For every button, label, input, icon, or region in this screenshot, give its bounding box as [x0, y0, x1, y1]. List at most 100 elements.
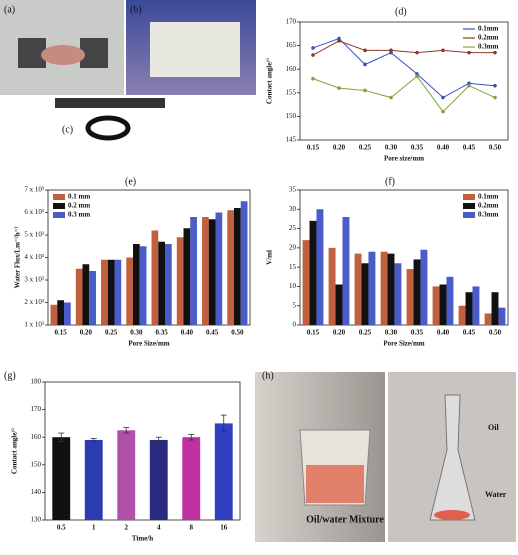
- bar: [227, 210, 235, 325]
- y-tick-label: 35: [289, 186, 297, 194]
- y-tick-label: 5: [293, 301, 297, 309]
- marker: [389, 48, 393, 53]
- magnet: [18, 38, 46, 68]
- bar: [149, 439, 168, 520]
- bar: [465, 292, 473, 325]
- x-tick-label: 0.25: [359, 329, 372, 337]
- bar: [387, 253, 395, 325]
- photo-text: Oil/water Mixture: [306, 514, 384, 525]
- y-tick-label: 30: [289, 205, 297, 213]
- y-tick-label: 170: [286, 18, 297, 26]
- plot-frame: [299, 21, 509, 141]
- sample: [150, 22, 240, 77]
- bar: [472, 286, 480, 325]
- line: [312, 75, 496, 113]
- x-tick-label: 0.50: [489, 329, 502, 337]
- bar: [208, 219, 216, 325]
- bar: [420, 249, 428, 325]
- y-tick-label: 160: [286, 65, 297, 73]
- marker: [415, 74, 419, 79]
- bar: [439, 284, 447, 325]
- bar: [491, 292, 499, 325]
- legend-label: 0.1mm: [478, 25, 499, 33]
- x-tick-label: 0.30: [130, 329, 143, 337]
- droplet: [85, 115, 131, 141]
- y-tick-label: 2 x 10³: [24, 298, 44, 306]
- bar: [101, 259, 108, 325]
- bar: [406, 269, 414, 325]
- bar: [380, 251, 388, 325]
- marker: [363, 48, 367, 53]
- legend-swatch: [53, 212, 65, 218]
- legend-swatch: [463, 212, 475, 218]
- bar: [302, 240, 310, 325]
- x-tick-label: 16: [220, 524, 228, 532]
- x-tick-label: 0.15: [307, 329, 320, 337]
- bar: [240, 201, 248, 325]
- bar: [89, 271, 96, 325]
- legend-swatch: [463, 203, 475, 209]
- droplet: [41, 45, 85, 65]
- bar: [394, 263, 402, 325]
- y-tick-label: 155: [286, 88, 297, 96]
- x-tick-label: 2: [125, 524, 129, 532]
- panel-label: (g): [4, 370, 16, 381]
- y-axis-label: Water Flux/Lm⁻²h⁻¹: [14, 227, 22, 289]
- x-tick-label: 0.40: [437, 144, 450, 152]
- legend-swatch: [53, 194, 65, 200]
- bar: [52, 437, 71, 520]
- bar: [183, 228, 191, 325]
- x-tick-label: 0.15: [55, 329, 68, 337]
- y-axis-label: Contact angle/°: [11, 428, 19, 474]
- x-tick-label: 0.35: [411, 329, 424, 337]
- y-tick-label: 7 x 10³: [24, 186, 44, 194]
- bar: [133, 244, 140, 325]
- x-tick-label: 4: [157, 524, 161, 532]
- y-tick-label: 6 x 10³: [24, 208, 44, 216]
- bar: [368, 251, 376, 325]
- funnel: [429, 394, 476, 521]
- bar: [126, 257, 134, 325]
- y-tick-label: 3 x 10³: [24, 276, 44, 284]
- bar: [202, 217, 209, 325]
- line: [312, 40, 495, 56]
- marker: [493, 50, 497, 55]
- bar: [107, 259, 115, 325]
- panel-label: (f): [385, 176, 395, 187]
- marker: [363, 88, 367, 93]
- bar: [117, 430, 136, 520]
- bar: [57, 300, 64, 325]
- marker: [311, 53, 315, 57]
- x-tick-label: 0.5: [57, 524, 66, 532]
- plot-frame: [299, 189, 509, 326]
- x-axis-label: Time/h: [132, 535, 153, 543]
- panel-label: (b): [130, 4, 142, 15]
- x-axis-label: Pore Size/mm: [128, 340, 169, 348]
- bar: [114, 259, 122, 325]
- y-tick-label: 165: [286, 41, 297, 49]
- marker: [415, 50, 419, 55]
- y-tick-label: 20: [289, 243, 297, 251]
- x-tick-label: 0.20: [333, 144, 346, 152]
- bar: [328, 247, 336, 325]
- panel-label: (h): [262, 370, 274, 381]
- y-tick-label: 180: [31, 378, 42, 386]
- legend-label: 0.2 mm: [68, 202, 90, 210]
- bar: [432, 286, 440, 325]
- x-tick-label: 0.50: [231, 329, 244, 337]
- y-tick-label: 160: [31, 433, 42, 441]
- x-tick-label: 0.45: [206, 329, 219, 337]
- photo-c: [55, 98, 165, 108]
- y-tick-label: 130: [31, 516, 42, 524]
- y-axis-label: Contact angle/°: [266, 58, 274, 104]
- legend-label: 0.3 mm: [68, 211, 90, 219]
- y-tick-label: 10: [289, 282, 297, 290]
- panel-label: (e): [125, 176, 136, 187]
- x-tick-label: 0.35: [411, 144, 424, 152]
- bar: [63, 302, 71, 325]
- x-tick-label: 0.15: [307, 144, 320, 152]
- bar: [354, 253, 362, 325]
- plot-frame: [44, 381, 241, 521]
- x-tick-label: 0.25: [105, 329, 118, 337]
- x-tick-label: 0.45: [463, 144, 476, 152]
